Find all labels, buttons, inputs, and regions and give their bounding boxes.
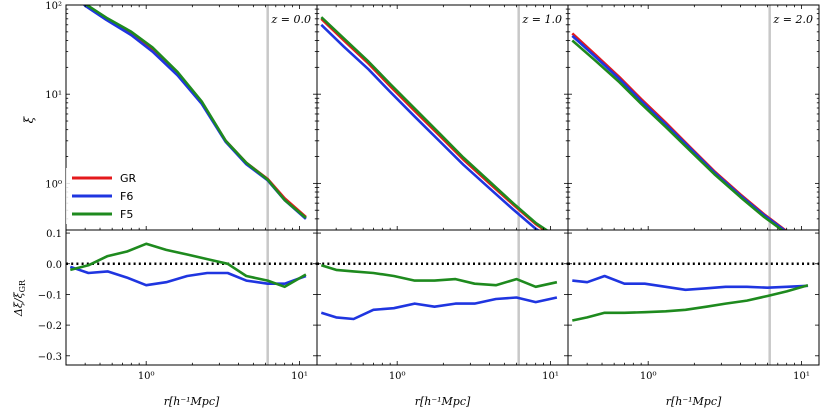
ratio-line-f6 (572, 274, 808, 292)
x-tick-label: 10⁰ (138, 371, 155, 382)
x-tick-label: 10⁰ (389, 371, 406, 382)
x-tick-label: 10⁰ (640, 371, 657, 382)
redshift-label: z = 0.0 (271, 13, 312, 26)
bottom-ylabel: Δξ/ξGR (12, 279, 27, 317)
x-axis-label: r[h⁻¹Mpc] (415, 395, 471, 408)
ratio-y-tick-label: −0.2 (38, 321, 62, 332)
panels: z = 0.0 10⁰ 10¹ r[h⁻¹Mpc] 10⁰ 10¹ 10² 0.1 0.0 −0.… (38, 1, 820, 408)
x-axis-label: r[h⁻¹Mpc] (666, 395, 722, 408)
xi-y-tick-label: 10⁰ (45, 179, 62, 190)
ratio-line-f5 (572, 283, 809, 322)
ratio-y-tick-label: 0.1 (46, 229, 62, 240)
legend: GR F6 F5 (66, 168, 150, 224)
panel-3: z = 2.0 10⁰ 10¹ r[h⁻¹Mpc] (567, 4, 820, 408)
ratio-line-f6 (69, 265, 307, 287)
xi-y-tick-label: 10¹ (45, 90, 62, 101)
top-ylabel: ξ (22, 115, 36, 123)
xi-series-group (571, 32, 788, 230)
legend-label-f6: F6 (120, 190, 133, 203)
bottom-axes-frame (316, 229, 569, 366)
top-axes-frame (316, 4, 569, 231)
x-tick-label: 10¹ (542, 371, 559, 382)
xi-line-f5 (84, 5, 307, 219)
bottom-ylabel-subscript: GR (18, 279, 27, 292)
ratio-line-f6 (320, 296, 558, 321)
legend-label-f5: F5 (120, 208, 133, 221)
bottom-axes-frame (65, 229, 318, 366)
xi-series-group (82, 5, 307, 220)
ratio-y-tick-label: −0.1 (38, 290, 62, 301)
ratio-series-group (320, 264, 558, 321)
bottom-axes-frame (567, 229, 820, 366)
x-tick-label: 10¹ (793, 371, 810, 382)
xi-line-gr (571, 32, 788, 230)
redshift-label: z = 1.0 (522, 13, 563, 26)
xi-series-group (320, 16, 549, 230)
ratio-line-f5 (320, 264, 558, 289)
legend-label-gr: GR (120, 172, 137, 185)
panel-1: z = 0.0 10⁰ 10¹ r[h⁻¹Mpc] 10⁰ 10¹ 10² 0.1 0.0 −0.… (38, 1, 318, 408)
top-axes-frame (567, 4, 820, 231)
bottom-ylabel-main: Δξ/ξ (12, 291, 25, 317)
ratio-series-group (572, 274, 809, 322)
xi-line-f5 (571, 39, 785, 230)
xi-y-tick-label: 10² (45, 1, 62, 12)
xi-line-f6 (571, 34, 787, 230)
ratio-series-group (69, 242, 307, 289)
redshift-label: z = 2.0 (773, 13, 814, 26)
ratio-line-f5 (69, 242, 307, 289)
xi-line-f5 (320, 16, 549, 230)
xi-line-f6 (320, 23, 540, 230)
x-axis-label: r[h⁻¹Mpc] (164, 395, 220, 408)
x-tick-label: 10¹ (291, 371, 308, 382)
ratio-y-tick-label: −0.3 (38, 352, 62, 363)
ratio-y-tick-label: 0.0 (46, 260, 62, 271)
panel-2: z = 1.0 10⁰ 10¹ r[h⁻¹Mpc] (316, 4, 569, 408)
